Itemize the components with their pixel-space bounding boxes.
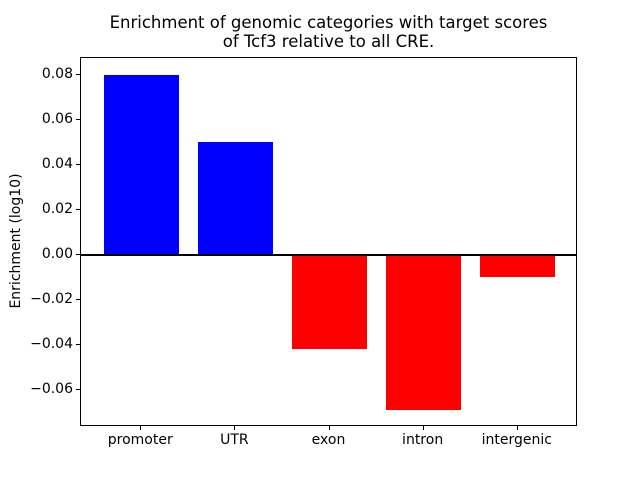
x-tick-label-exon: exon — [311, 432, 346, 448]
plot-area — [80, 57, 577, 426]
y-tick-label-0.06: 0.06 — [41, 110, 73, 127]
x-tick-label-promoter: promoter — [107, 432, 173, 448]
bar-intron — [385, 254, 462, 411]
y-tick-0.08 — [76, 73, 80, 75]
x-tick-intron — [422, 426, 424, 430]
x-tick-promoter — [140, 426, 142, 430]
y-tick-label-−0.06: −0.06 — [30, 380, 73, 397]
chart-title-line-1: Enrichment of genomic categories with ta… — [109, 13, 548, 32]
y-tick-0.02 — [76, 208, 80, 210]
x-tick-intergenic — [516, 426, 518, 430]
y-tick-label-−0.04: −0.04 — [30, 335, 73, 352]
y-tick-label-0.02: 0.02 — [41, 200, 73, 217]
y-tick-−0.06 — [76, 388, 80, 390]
zero-line — [81, 253, 576, 256]
x-tick-exon — [328, 426, 330, 430]
y-tick-label-0.04: 0.04 — [41, 155, 73, 172]
y-tick-−0.04 — [76, 343, 80, 345]
bar-intergenic — [480, 254, 556, 278]
chart-title: Enrichment of genomic categories with ta… — [80, 13, 577, 51]
x-tick-UTR — [234, 426, 236, 430]
x-tick-label-intron: intron — [402, 432, 444, 448]
y-tick-0.04 — [76, 163, 80, 165]
bar-promoter — [103, 74, 179, 255]
y-tick-label-0.08: 0.08 — [41, 65, 73, 82]
bar-exon — [291, 254, 368, 350]
y-axis-label: Enrichment (log10) — [8, 173, 24, 309]
y-tick-label-−0.02: −0.02 — [30, 290, 73, 307]
y-tick-label-0.00: 0.00 — [41, 245, 73, 262]
bar-UTR — [197, 142, 274, 255]
y-tick-−0.02 — [76, 298, 80, 300]
x-tick-label-intergenic: intergenic — [481, 432, 552, 448]
y-tick-0.00 — [76, 253, 80, 255]
y-tick-0.06 — [76, 118, 80, 120]
x-tick-label-UTR: UTR — [220, 432, 249, 448]
chart-title-line-2: of Tcf3 relative to all CRE. — [222, 32, 435, 51]
